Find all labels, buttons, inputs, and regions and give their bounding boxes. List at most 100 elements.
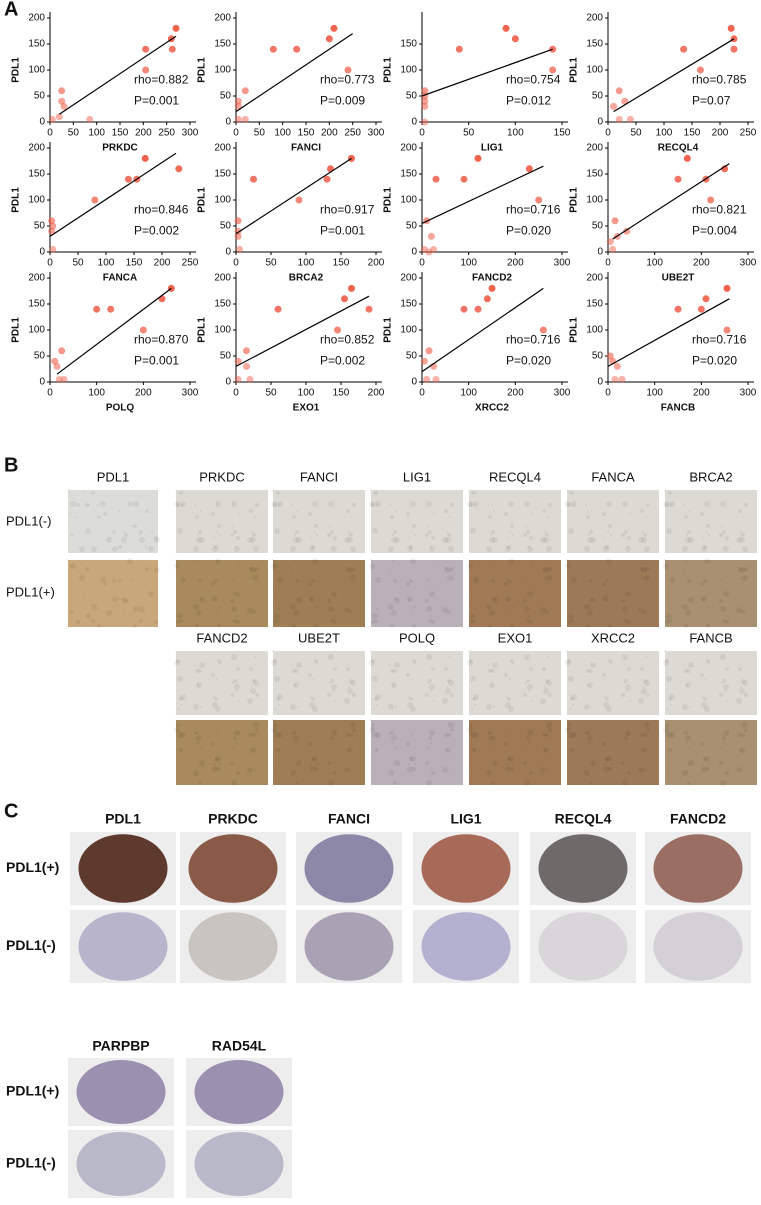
- texture: [389, 664, 391, 666]
- texture: [736, 537, 742, 543]
- x-tick-label: 200: [693, 388, 710, 399]
- texture: [587, 735, 593, 741]
- texture: [253, 680, 259, 686]
- texture: [468, 650, 470, 652]
- texture: [328, 606, 334, 612]
- texture: [629, 732, 631, 734]
- texture: [708, 763, 710, 765]
- texture: [565, 660, 571, 666]
- texture: [704, 501, 710, 507]
- x-tick-label: 0: [419, 388, 425, 399]
- texture: [145, 546, 147, 548]
- point: [539, 326, 547, 334]
- texture: [291, 570, 293, 572]
- ihc-image: [176, 651, 268, 715]
- texture: [139, 606, 141, 608]
- texture: [275, 492, 277, 494]
- column-label: PDL1: [105, 811, 141, 827]
- texture: [347, 688, 353, 694]
- y-tick-label: 200: [28, 143, 45, 154]
- texture: [445, 567, 451, 573]
- point: [236, 245, 243, 253]
- texture: [344, 537, 350, 543]
- texture: [527, 591, 533, 597]
- texture: [622, 780, 628, 786]
- ihc-image: [665, 720, 757, 785]
- texture: [217, 767, 221, 771]
- texture: [100, 501, 106, 507]
- texture: [428, 736, 432, 740]
- x-tick-label: 50: [68, 128, 80, 139]
- texture: [727, 513, 729, 515]
- texture: [335, 513, 337, 515]
- x-tick-label: 0: [605, 128, 611, 139]
- annotation: rho=0.917: [320, 203, 375, 217]
- texture: [375, 694, 381, 700]
- texture: [145, 615, 147, 617]
- texture: [703, 757, 707, 761]
- texture: [352, 503, 356, 507]
- texture: [195, 669, 199, 673]
- texture: [372, 528, 378, 534]
- texture: [584, 770, 590, 776]
- texture: [669, 732, 675, 738]
- texture: [629, 700, 631, 702]
- texture: [546, 722, 552, 728]
- texture: [330, 679, 334, 683]
- texture: [547, 516, 549, 518]
- ihc-image: [371, 560, 463, 627]
- texture: [376, 749, 378, 751]
- texture: [610, 763, 612, 765]
- texture: [79, 546, 85, 552]
- point: [609, 245, 617, 253]
- texture: [506, 599, 508, 601]
- texture: [425, 693, 429, 697]
- texture: [700, 742, 704, 746]
- texture: [309, 766, 315, 772]
- texture: [393, 530, 397, 534]
- x-tick-label: 300: [182, 388, 199, 399]
- texture: [742, 722, 748, 728]
- texture: [414, 534, 416, 536]
- texture: [310, 537, 312, 539]
- texture: [389, 504, 391, 506]
- texture: [646, 567, 650, 571]
- row-label: PDL1(-): [6, 513, 52, 528]
- point: [141, 154, 149, 162]
- x-axis-label: EXO1: [293, 403, 320, 414]
- texture: [444, 733, 448, 737]
- texture: [233, 736, 237, 740]
- texture: [236, 536, 240, 540]
- texture: [705, 733, 707, 735]
- texture: [491, 579, 495, 583]
- texture: [489, 537, 495, 543]
- texture: [724, 546, 726, 548]
- texture: [669, 694, 675, 700]
- tma-core: [653, 912, 743, 981]
- texture: [447, 533, 451, 537]
- texture: [701, 766, 707, 772]
- texture: [446, 577, 448, 579]
- texture: [487, 664, 489, 666]
- trend-line: [612, 163, 730, 240]
- texture: [663, 501, 669, 507]
- texture: [669, 577, 675, 583]
- texture: [540, 767, 546, 773]
- texture: [329, 579, 331, 581]
- x-axis-label: FANCI: [291, 143, 321, 154]
- texture: [124, 531, 126, 533]
- texture: [719, 599, 723, 603]
- texture: [442, 607, 448, 613]
- texture: [109, 599, 111, 601]
- point: [158, 295, 166, 303]
- texture: [376, 504, 378, 506]
- ihc-image: [176, 720, 268, 785]
- texture: [508, 501, 514, 507]
- texture: [447, 733, 451, 737]
- texture: [700, 673, 704, 677]
- y-tick-label: 100: [400, 325, 417, 336]
- x-tick-label: 100: [274, 128, 291, 139]
- tma-core: [78, 834, 168, 903]
- tma-core: [421, 834, 511, 903]
- texture: [193, 546, 199, 552]
